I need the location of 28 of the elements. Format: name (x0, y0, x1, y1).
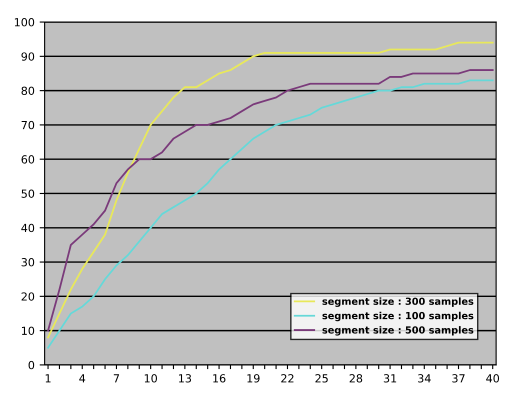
y-tick-label: 10 (22, 326, 34, 336)
y-tick-label: 70 (22, 120, 34, 130)
y-tick-label: 20 (22, 292, 34, 301)
x-tick-label: 34 (418, 374, 431, 383)
x-tick-label: 7 (114, 374, 120, 382)
y-tick-label: 80 (22, 86, 34, 96)
x-tick-label: 19 (247, 374, 260, 383)
x-tick-label: 28 (350, 374, 362, 383)
y-tick-label: 30 (22, 258, 34, 266)
x-tick-label: 40 (486, 374, 500, 383)
x-tick-label: 13 (179, 374, 192, 383)
legend-label: segment size : 100 samples (322, 312, 474, 322)
x-tick-label: 37 (452, 374, 465, 383)
x-tick-label: 1 (46, 374, 51, 382)
x-tick-label: 31 (384, 374, 396, 383)
y-tick-label: 40 (21, 224, 34, 232)
y-tick-label: 0 (28, 360, 34, 370)
x-tick-label: 4 (79, 374, 86, 382)
y-tick-label: 50 (22, 189, 34, 198)
x-tick-label: 16 (213, 374, 226, 383)
legend-label: segment size : 500 samples (322, 326, 474, 336)
x-tick-label: 10 (144, 374, 157, 383)
x-tick-label: 25 (315, 374, 328, 383)
x-tick-label: 22 (281, 374, 294, 382)
legend-label: segment size : 300 samples (322, 297, 474, 307)
y-tick-label: 90 (21, 52, 34, 61)
y-tick-label: 100 (14, 18, 34, 26)
y-tick-label: 60 (22, 155, 34, 164)
